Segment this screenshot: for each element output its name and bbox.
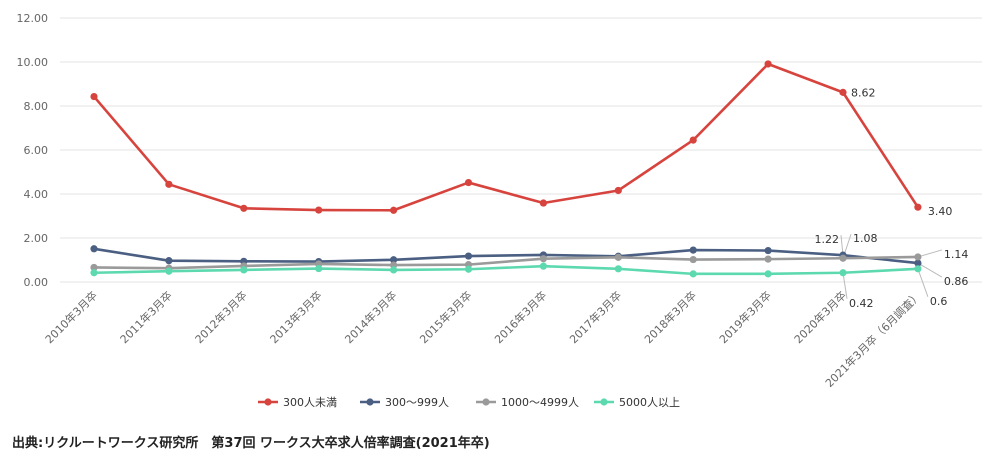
data-point [764, 246, 772, 255]
x-tick-label: 2020年3月卒 [791, 288, 849, 346]
legend-label: 300～999人 [385, 396, 449, 409]
data-label: 3.40 [928, 205, 953, 218]
data-point [315, 206, 323, 214]
data-point [165, 267, 173, 275]
data-point [464, 252, 473, 260]
data-label: 0.86 [944, 275, 969, 288]
data-label: 0.6 [930, 295, 948, 308]
legend-label: 5000人以上 [619, 396, 680, 409]
y-tick-label: 4.00 [24, 188, 49, 201]
y-axis-ticks: 0.00 2.00 4.00 6.00 8.00 10.00 12.00 [17, 12, 49, 289]
y-tick-label: 8.00 [24, 100, 49, 113]
y-tick-label: 0.00 [24, 276, 49, 289]
data-point [614, 265, 622, 273]
data-point [614, 253, 622, 261]
data-point [90, 269, 98, 277]
data-point [614, 186, 622, 195]
data-point [839, 88, 847, 96]
data-point [390, 266, 398, 274]
data-label: 8.62 [851, 86, 876, 99]
data-point [539, 255, 548, 263]
y-tick-label: 12.00 [17, 12, 49, 25]
legend-swatch-marker [264, 398, 272, 406]
data-labels: 8.62 3.40 1.22 1.08 1.14 0.86 0.42 0.6 [815, 86, 969, 309]
data-point [764, 270, 772, 278]
data-point [165, 257, 173, 265]
leader-line [917, 249, 943, 258]
data-point [90, 263, 98, 272]
x-axis-ticks: 2010年3月卒 2011年3月卒 2012年3月卒 2013年3月卒 2014年3月卒… [42, 288, 924, 390]
data-label: 1.22 [815, 233, 840, 246]
leader-line [917, 268, 929, 297]
data-point [390, 206, 398, 214]
data-point [464, 265, 473, 273]
data-point [689, 270, 697, 278]
legend-swatch-marker [482, 398, 490, 406]
series-line [93, 247, 919, 265]
legend-label: 300人未満 [283, 396, 337, 409]
x-tick-label: 2018年3月卒 [641, 288, 699, 346]
y-tick-label: 10.00 [17, 56, 49, 69]
legend: 300人未満 300～999人 1000～4999人 5000人以上 [258, 396, 680, 409]
x-tick-label: 2010年3月卒 [42, 288, 100, 346]
legend-swatch-marker [366, 398, 374, 406]
data-point [914, 259, 922, 267]
legend-label: 1000～4999人 [501, 396, 579, 409]
series-line [93, 255, 918, 270]
data-point [689, 255, 697, 264]
y-tick-label: 6.00 [24, 144, 49, 157]
x-tick-label: 2016年3月卒 [492, 288, 550, 346]
x-tick-label: 2013年3月卒 [267, 288, 325, 346]
x-tick-label: 2012年3月卒 [192, 288, 250, 346]
data-label: 0.42 [849, 297, 874, 310]
data-point [240, 204, 248, 212]
data-point [315, 264, 323, 273]
data-point [764, 255, 772, 263]
x-tick-label: 2017年3月卒 [566, 288, 624, 346]
data-point [165, 180, 173, 188]
data-point [839, 254, 847, 262]
legend-swatch-marker [600, 398, 608, 406]
data-label: 1.14 [944, 248, 969, 261]
data-point [539, 199, 548, 207]
data-point [914, 265, 922, 273]
data-point [914, 253, 922, 261]
series-line [93, 264, 918, 276]
data-point [390, 256, 398, 264]
x-tick-label: 2015年3月卒 [417, 288, 475, 346]
x-tick-label: 2014年3月卒 [342, 288, 400, 346]
x-tick-label: 2019年3月卒 [716, 288, 774, 346]
x-tick-label: 2011年3月卒 [117, 288, 175, 346]
data-point [464, 178, 473, 187]
y-tick-label: 2.00 [24, 232, 49, 245]
series-lines [90, 60, 922, 278]
leader-line [842, 272, 848, 299]
series-line [93, 62, 919, 212]
leader-line [917, 262, 943, 278]
data-point [240, 266, 248, 274]
data-point [90, 245, 98, 253]
source-caption: 出典:リクルートワークス研究所 第37回 ワークス大卒求人倍率調査(2021年卒… [12, 436, 490, 451]
data-point [689, 136, 697, 144]
data-label: 1.08 [853, 232, 878, 245]
data-point [839, 269, 847, 277]
data-point [90, 92, 98, 101]
data-point [764, 60, 772, 68]
data-point [689, 246, 697, 254]
grid-lines [60, 17, 982, 283]
data-point [539, 262, 548, 270]
data-point [914, 203, 922, 211]
